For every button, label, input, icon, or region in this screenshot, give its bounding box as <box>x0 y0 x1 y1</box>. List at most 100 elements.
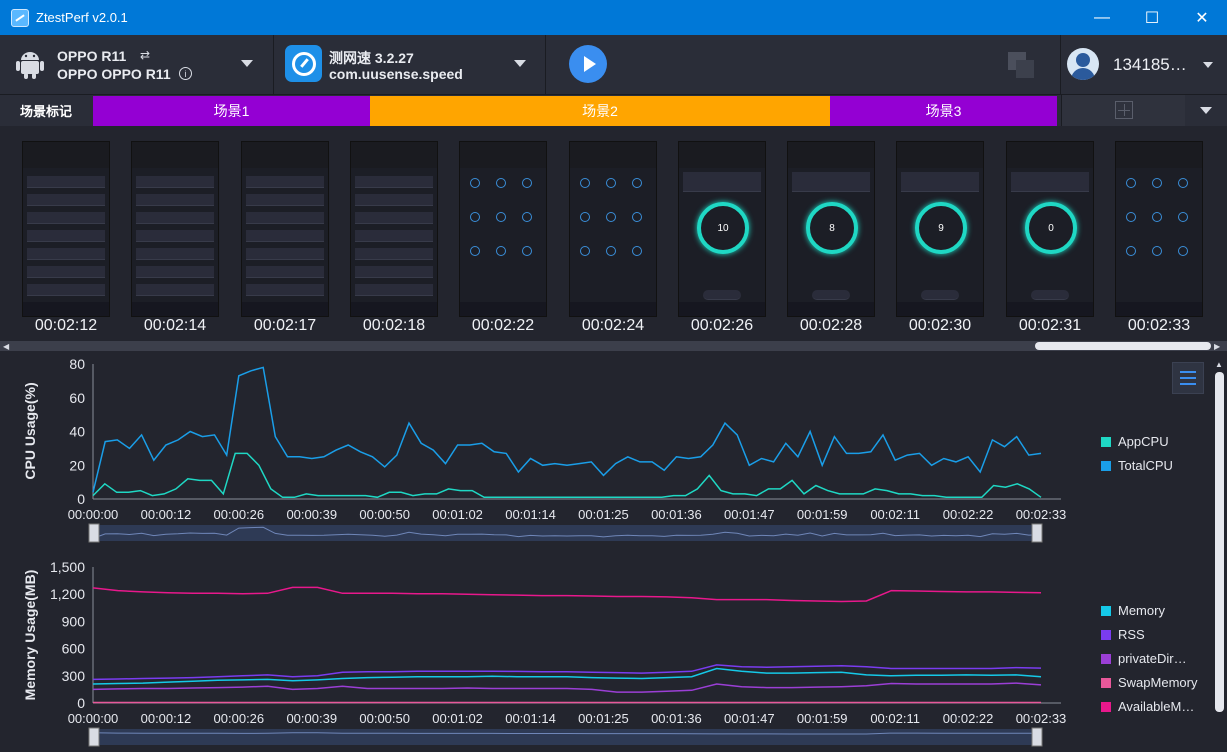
y-tick-label: 20 <box>69 457 85 473</box>
screenshot-time: 00:02:31 <box>1018 317 1082 334</box>
x-tick-label: 00:02:22 <box>943 711 994 726</box>
chevron-down-icon[interactable] <box>1203 62 1213 68</box>
chevron-down-icon[interactable] <box>241 60 253 67</box>
speed-gauge: 10 <box>697 202 749 254</box>
x-tick-label: 00:00:00 <box>68 507 119 522</box>
add-scene-button[interactable] <box>1061 95 1185 126</box>
screenshot-thumbnail[interactable] <box>22 141 110 317</box>
x-tick-label: 00:02:11 <box>870 507 920 522</box>
screenshot-thumbnail[interactable]: 9 <box>896 141 984 317</box>
zoom-slider-preview <box>92 526 1042 539</box>
speedtest-app-icon <box>285 45 322 82</box>
zoom-handle-right <box>1031 727 1043 747</box>
y-axis-label: Memory Usage(MB) <box>22 570 38 701</box>
legend-availablememory[interactable]: AvailableM… <box>1101 699 1194 714</box>
screenshot-thumbnail[interactable] <box>569 141 657 317</box>
horizontal-scrollbar[interactable]: ◀ ▶ <box>0 341 1227 351</box>
scroll-thumb[interactable] <box>1215 372 1224 712</box>
avatar <box>1067 48 1099 80</box>
chart-menu-button[interactable] <box>1172 362 1204 394</box>
x-tick-label: 00:00:00 <box>68 711 119 726</box>
close-icon[interactable]: ✕ <box>1195 9 1209 27</box>
android-icon <box>16 52 44 79</box>
x-tick-label: 00:00:12 <box>141 507 192 522</box>
screenshot-thumbnail[interactable] <box>459 141 547 317</box>
app-package: com.uusense.speed <box>329 66 463 82</box>
title-bar: ZtestPerf v2.0.1 — ☐ ✕ <box>0 0 1227 35</box>
scroll-left-icon[interactable]: ◀ <box>3 342 10 351</box>
legend-privatedir[interactable]: privateDir… <box>1101 651 1187 666</box>
y-tick-label: 60 <box>69 390 85 406</box>
y-tick-label: 300 <box>62 668 86 684</box>
series-line-totalcpu <box>92 366 1042 493</box>
copy-icon[interactable] <box>1008 52 1034 78</box>
x-tick-label: 00:01:47 <box>724 711 775 726</box>
scroll-right-icon[interactable]: ▶ <box>1214 342 1221 351</box>
info-icon[interactable]: i <box>179 67 192 80</box>
play-button[interactable] <box>569 45 607 83</box>
x-tick-label: 00:00:39 <box>286 711 337 726</box>
legend-appcpu[interactable]: AppCPU <box>1101 434 1169 449</box>
screenshot-thumbnail[interactable]: 10 <box>678 141 766 317</box>
zoom-slider-preview <box>92 732 1042 735</box>
scene-3[interactable]: 场景3 <box>830 96 1057 126</box>
screenshot-thumbnail[interactable] <box>350 141 438 317</box>
screenshot-time: 00:02:22 <box>471 317 535 334</box>
x-tick-label: 00:00:39 <box>286 507 337 522</box>
x-tick-label: 00:01:59 <box>797 507 848 522</box>
toolbar: OPPO R11 ⇄ OPPO OPPO R11 i 测网速 3.2.27 co… <box>0 35 1227 95</box>
screenshot-thumbnail[interactable] <box>1115 141 1203 317</box>
y-tick-label: 600 <box>62 641 86 657</box>
screenshot-strip: 00:02:12 00:02:14 00:02:17 00:02:18 00:02:22… <box>0 126 1227 341</box>
device-selector[interactable]: OPPO R11 ⇄ OPPO OPPO R11 i <box>0 35 274 95</box>
minimize-icon[interactable]: — <box>1094 8 1110 26</box>
zoom-slider <box>93 729 1041 745</box>
scene-1[interactable]: 场景1 <box>93 96 370 126</box>
chevron-down-icon[interactable] <box>514 60 526 67</box>
screenshot-thumbnail[interactable] <box>131 141 219 317</box>
legend-totalcpu[interactable]: TotalCPU <box>1101 458 1173 473</box>
x-tick-label: 00:01:25 <box>578 711 629 726</box>
legend-swapmemory[interactable]: SwapMemory <box>1101 675 1197 690</box>
swap-icon[interactable]: ⇄ <box>140 48 151 62</box>
x-tick-label: 00:01:47 <box>724 507 775 522</box>
x-tick-label: 00:01:25 <box>578 507 629 522</box>
speed-gauge: 9 <box>915 202 967 254</box>
scroll-thumb[interactable] <box>1035 342 1211 350</box>
x-tick-label: 00:02:33 <box>1016 507 1067 522</box>
screenshot-time: 00:02:33 <box>1127 317 1191 334</box>
y-tick-label: 0 <box>77 695 85 711</box>
app-logo-icon <box>11 8 29 27</box>
x-tick-label: 00:01:02 <box>432 711 483 726</box>
chart-pane: 0 20 40 60 80 00:00:00 00:00:12 00:00:26 00:00:3… <box>0 351 1227 747</box>
screenshot-time: 00:02:26 <box>690 317 754 334</box>
screenshot-time: 00:02:14 <box>143 317 207 334</box>
screenshot-time: 00:02:12 <box>34 317 98 334</box>
app-selector[interactable] <box>274 35 546 95</box>
zoom-slider <box>93 525 1041 541</box>
legend-rss[interactable]: RSS <box>1101 627 1145 642</box>
legend-memory[interactable]: Memory <box>1101 603 1165 618</box>
x-tick-label: 00:02:11 <box>870 711 920 726</box>
screenshot-thumbnail[interactable] <box>241 141 329 317</box>
screenshot-thumbnail[interactable]: 8 <box>787 141 875 317</box>
scene-2[interactable]: 场景2 <box>370 96 830 126</box>
scroll-up-icon[interactable]: ▲ <box>1215 360 1223 369</box>
series-line-appcpu <box>92 452 1042 499</box>
x-tick-label: 00:00:26 <box>214 507 265 522</box>
y-tick-label: 0 <box>77 491 85 507</box>
chevron-down-icon[interactable] <box>1200 107 1212 114</box>
device-name: OPPO R11 <box>57 48 127 64</box>
x-tick-label: 00:02:22 <box>943 507 994 522</box>
x-tick-label: 00:01:14 <box>505 507 556 522</box>
maximize-icon[interactable]: ☐ <box>1144 9 1160 27</box>
screenshot-thumbnail[interactable]: 0 <box>1006 141 1094 317</box>
x-tick-label: 00:00:50 <box>359 507 410 522</box>
x-tick-label: 00:00:26 <box>214 711 265 726</box>
plus-icon <box>1115 101 1133 119</box>
x-tick-label: 00:00:50 <box>359 711 410 726</box>
vertical-scrollbar[interactable]: ▲ <box>1212 360 1227 747</box>
y-tick-label: 40 <box>69 424 85 440</box>
screenshot-time: 00:02:17 <box>253 317 317 334</box>
user-menu[interactable] <box>1060 35 1227 95</box>
